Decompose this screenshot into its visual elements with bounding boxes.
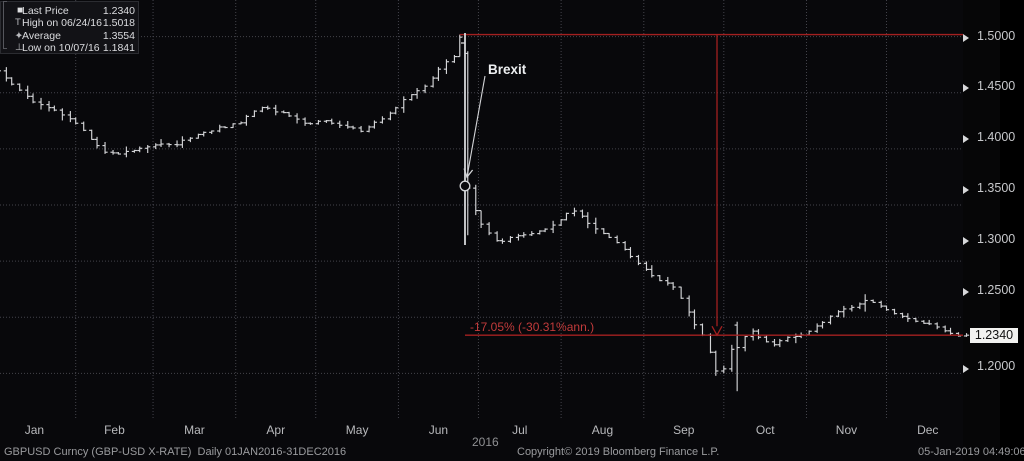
svg-text:Brexit: Brexit [488,62,527,77]
svg-text:-17.05% (-30.31%ann.): -17.05% (-30.31%ann.) [470,320,594,334]
